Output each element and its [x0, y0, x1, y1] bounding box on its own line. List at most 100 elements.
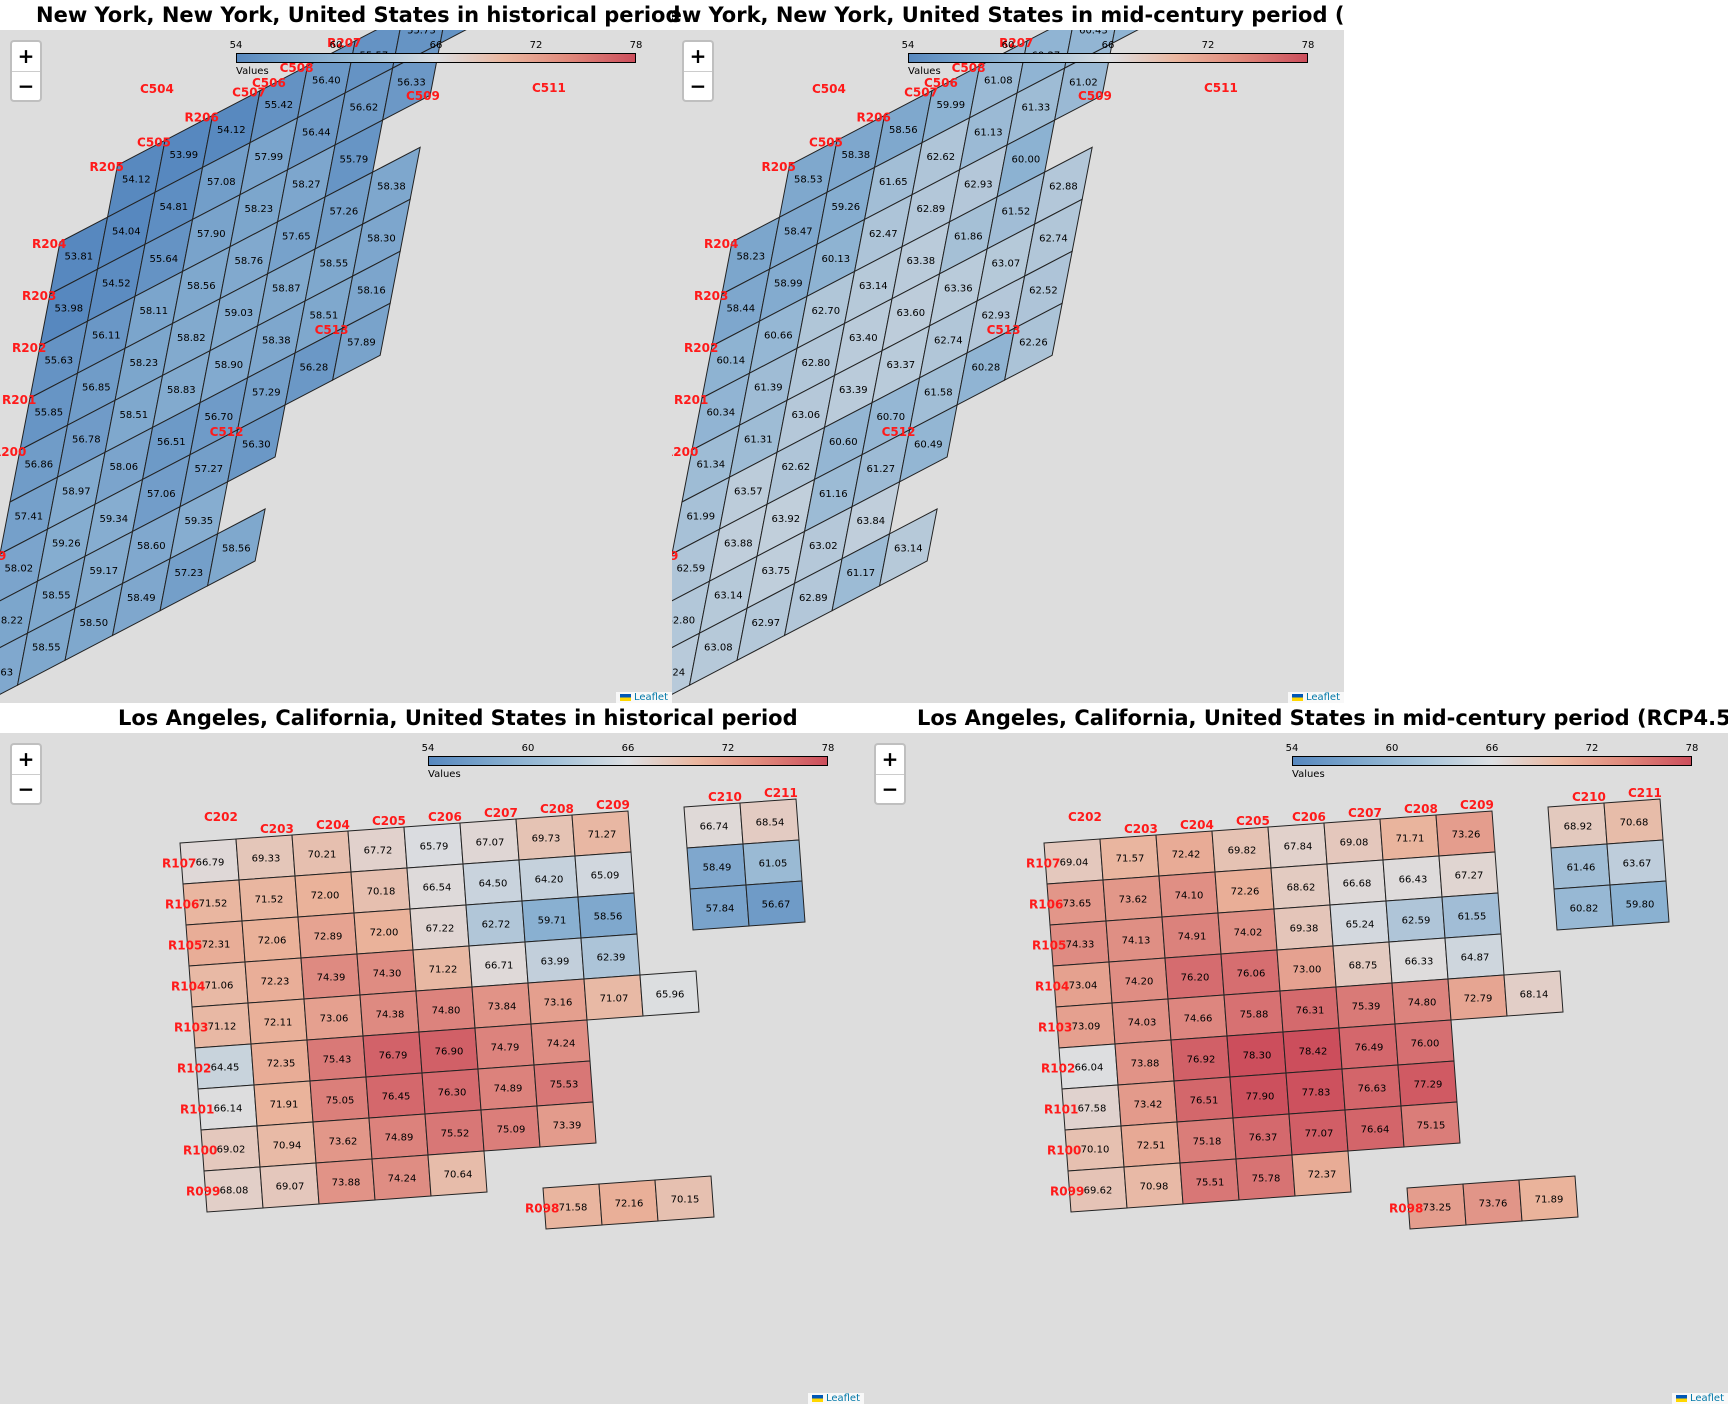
cell-value: 73.62 — [1119, 895, 1148, 906]
cell-value: 74.79 — [491, 1043, 520, 1054]
map-view[interactable]: 58.53 R205 58.38 C505 58.56 R206 59.99 C507 61.0… — [672, 30, 1344, 703]
grid-cell[interactable] — [536, 1101, 597, 1148]
grid-cell[interactable] — [439, 30, 498, 45]
grid-cell[interactable] — [331, 302, 391, 382]
cell-value: 61.52 — [1002, 207, 1031, 218]
cell-value: 58.22 — [0, 616, 23, 627]
zoom-in-button[interactable]: + — [17, 747, 35, 771]
cell-value: 62.88 — [1049, 182, 1078, 193]
zoom-out-button[interactable]: − — [684, 71, 712, 101]
cell-id-label: C206 — [1292, 810, 1326, 824]
grid-cell[interactable] — [898, 404, 958, 483]
map-view[interactable]: 54.12 R205 53.99 C505 54.12 R206 55.42 C507 56.4… — [0, 30, 672, 703]
grid-cell[interactable] — [226, 404, 286, 483]
zoom-out-button[interactable]: − — [12, 71, 40, 101]
grid-cell[interactable] — [654, 1175, 715, 1222]
zoom-in-button[interactable]: + — [689, 44, 707, 68]
attribution-link[interactable]: Leaflet — [633, 692, 668, 703]
cell-value: 63.14 — [714, 591, 743, 602]
cell-value: 70.94 — [273, 1141, 302, 1152]
cell-id-label: C211 — [764, 786, 798, 800]
grid-cell[interactable] — [639, 970, 700, 1017]
cell-id-label: R101 — [1044, 1103, 1078, 1117]
cell-id-label: C207 — [1348, 806, 1382, 820]
cell-value: 63.57 — [734, 487, 763, 498]
cell-value: 61.34 — [696, 460, 725, 471]
cell-value: 69.02 — [217, 1145, 246, 1156]
cell-id-label: R099 — [186, 1185, 220, 1199]
map-view[interactable]: 69.04 R107 71.57 C203 72.42 C204 69.82 C205 67.8… — [864, 733, 1728, 1404]
leaflet-attribution[interactable]: Leaflet — [807, 1393, 864, 1404]
cell-value: 68.54 — [756, 818, 785, 829]
cell-id-label: R205 — [90, 160, 124, 174]
zoom-in-button[interactable]: + — [17, 44, 35, 68]
cell-value: 75.09 — [497, 1125, 526, 1136]
cell-id-label: R199 — [672, 549, 678, 563]
cell-value: 59.03 — [225, 308, 254, 319]
cell-id-label: R103 — [1038, 1021, 1072, 1035]
cell-value: 68.75 — [1349, 961, 1378, 972]
attribution-link[interactable]: Leaflet — [1305, 692, 1340, 703]
cell-id-label: R201 — [674, 393, 708, 407]
cell-value: 60.13 — [821, 254, 850, 265]
cell-value: 69.33 — [252, 854, 281, 865]
cell-value: 75.05 — [326, 1096, 355, 1107]
colorbar-legend: 54 60 66 72 78 Values — [230, 40, 643, 80]
leaflet-attribution[interactable]: Leaflet — [1287, 692, 1344, 703]
leaflet-attribution[interactable]: Leaflet — [615, 692, 672, 703]
cell-value: 60.66 — [764, 331, 793, 342]
grid-cell[interactable] — [206, 508, 266, 587]
cell-id-label: R105 — [1032, 939, 1066, 953]
cell-value: 62.97 — [751, 618, 780, 629]
cell-value: 58.56 — [889, 125, 918, 136]
cell-value: 58.60 — [137, 541, 166, 552]
cell-value: 71.52 — [199, 899, 228, 910]
zoom-in-button[interactable]: + — [881, 747, 899, 771]
cell-value: 75.88 — [1240, 1010, 1269, 1021]
grid-cell[interactable] — [878, 508, 938, 587]
cell-value: 58.97 — [62, 487, 91, 498]
cell-value: 67.58 — [1078, 1104, 1107, 1115]
grid-cell[interactable] — [1400, 1101, 1461, 1148]
grid-cell[interactable] — [1003, 302, 1063, 382]
cell-id-label: R098 — [1389, 1202, 1423, 1216]
colorbar-tick-label: 60 — [1001, 40, 1015, 51]
panel-la-historical: Los Angeles, California, United States i… — [0, 703, 864, 1404]
cell-value: 72.89 — [314, 932, 343, 943]
cell-value: 76.90 — [435, 1047, 464, 1058]
cell-value: 58.47 — [784, 227, 813, 238]
cell-id-label: C512 — [882, 425, 916, 439]
cell-value: 61.05 — [759, 859, 788, 870]
cell-value: 76.63 — [1358, 1084, 1387, 1095]
cell-value: 58.38 — [841, 150, 870, 161]
cell-id-label: R098 — [525, 1202, 559, 1216]
cell-value: 54.12 — [122, 175, 151, 186]
cell-id-label: C509 — [406, 89, 440, 103]
colorbar-caption: Values — [236, 66, 269, 77]
cell-value: 72.42 — [1172, 850, 1201, 861]
cell-value: 69.73 — [532, 834, 561, 845]
cell-value: 77.07 — [1305, 1129, 1334, 1140]
cell-value: 61.27 — [867, 464, 896, 475]
map-view[interactable]: 66.79 R107 69.33 C203 70.21 C204 67.72 C205 65.7… — [0, 733, 864, 1404]
cell-value: 64.87 — [1461, 953, 1490, 964]
leaflet-attribution[interactable]: Leaflet — [1671, 1393, 1728, 1404]
cell-id-label: C209 — [596, 798, 630, 812]
grid-cells: 54.12R20553.99C50554.12R20655.42C50756.4… — [0, 30, 566, 695]
cell-value: 55.79 — [340, 155, 369, 166]
attribution-link[interactable]: Leaflet — [825, 1393, 860, 1404]
grid-cell[interactable] — [1609, 880, 1670, 927]
zoom-out-button[interactable]: − — [12, 774, 40, 804]
grid-cell[interactable] — [745, 880, 806, 927]
cell-id-label: R204 — [704, 237, 738, 251]
cell-value: 78.30 — [1243, 1051, 1272, 1062]
attribution-link[interactable]: Leaflet — [1689, 1393, 1724, 1404]
grid-cell[interactable] — [1518, 1175, 1579, 1222]
cell-value: 58.56 — [187, 281, 216, 292]
grid-cell[interactable] — [427, 1150, 488, 1197]
zoom-out-button[interactable]: − — [876, 774, 904, 804]
grid-cell[interactable] — [1503, 970, 1564, 1017]
grid-cell[interactable] — [1111, 30, 1170, 45]
grid-cell[interactable] — [1291, 1150, 1352, 1197]
cell-value: 76.20 — [1181, 973, 1210, 984]
